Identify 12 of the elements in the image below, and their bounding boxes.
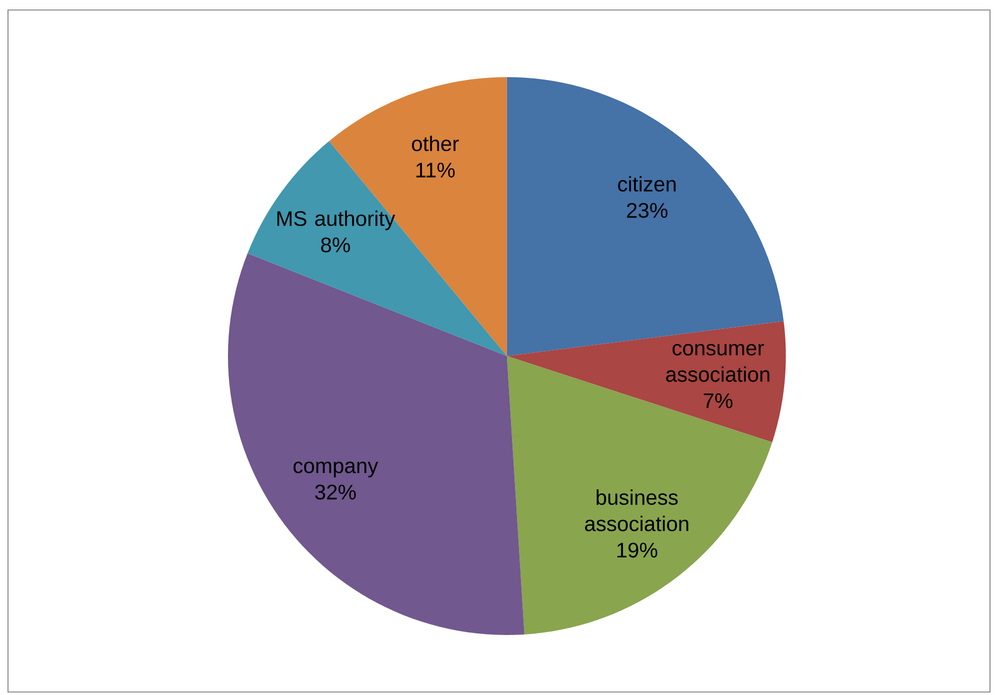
slice-label: consumer association xyxy=(666,344,770,382)
slice-label: citizen xyxy=(618,176,676,192)
data-label: 23% xyxy=(627,202,668,218)
data-label: 11% xyxy=(416,162,455,178)
data-label: 8% xyxy=(321,237,350,252)
data-label: 32% xyxy=(315,484,356,500)
slice-label: company xyxy=(294,462,378,478)
slice-label: MS authority xyxy=(277,210,396,230)
data-label: 19% xyxy=(617,542,658,558)
slice-label: other xyxy=(412,136,459,152)
slice-label: business association xyxy=(585,489,688,532)
data-label: 7% xyxy=(704,393,732,408)
